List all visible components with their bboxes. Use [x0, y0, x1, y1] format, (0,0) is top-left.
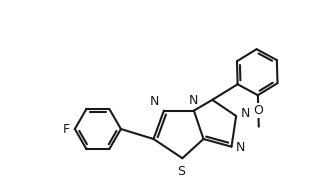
- Text: N: N: [150, 94, 159, 108]
- Text: O: O: [254, 104, 263, 117]
- Text: F: F: [63, 122, 70, 136]
- Text: N: N: [189, 94, 199, 107]
- Text: N: N: [241, 107, 250, 120]
- Text: S: S: [178, 165, 186, 178]
- Text: N: N: [236, 141, 245, 154]
